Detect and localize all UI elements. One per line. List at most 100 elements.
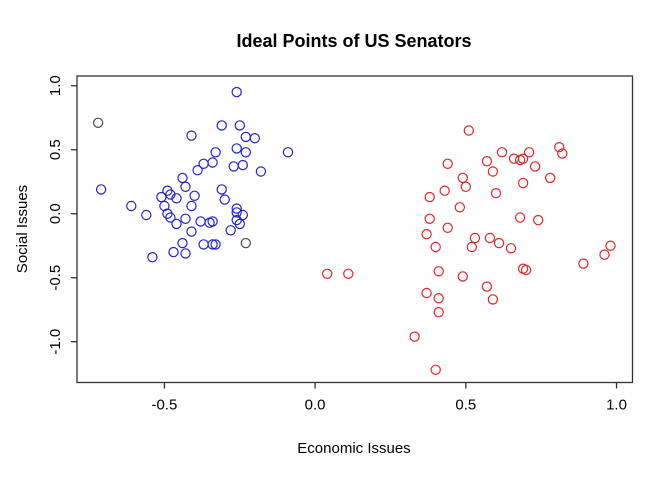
data-point-red	[424, 191, 435, 203]
data-point-red	[454, 202, 465, 213]
data-point-blue	[231, 86, 242, 98]
y-tick-label: -0.5	[47, 265, 64, 291]
data-point-gray	[92, 117, 104, 129]
data-point-blue	[255, 166, 267, 177]
y-tick-label: 0.5	[47, 139, 64, 160]
data-point-red	[433, 307, 444, 318]
plot-area: -0.5 0.0 0.5 1.0 -1.0 -0.5 0.0 0.5 1.0	[47, 75, 634, 414]
data-point-red	[469, 232, 481, 244]
data-point-blue	[165, 212, 176, 223]
data-point-blue	[177, 172, 188, 184]
data-point-red	[442, 222, 453, 233]
data-point-red	[505, 243, 517, 254]
data-point-red	[514, 212, 526, 223]
data-point-red	[523, 147, 535, 158]
data-point-blue	[231, 143, 242, 154]
data-point-red	[430, 364, 441, 375]
data-point-red	[520, 264, 532, 276]
data-point-blue	[234, 218, 245, 230]
data-point-red	[496, 147, 508, 158]
data-point-red	[481, 281, 493, 292]
data-point-blue	[207, 157, 218, 168]
data-point-blue	[216, 184, 227, 195]
y-tick-label: 1.0	[47, 75, 64, 96]
data-point-blue	[249, 132, 260, 144]
data-point-red	[421, 228, 432, 240]
data-point-blue	[216, 120, 227, 131]
data-point-red	[490, 187, 502, 199]
data-point-blue	[180, 248, 191, 259]
data-point-red	[457, 172, 468, 184]
data-point-red	[322, 268, 333, 279]
data-point-blue	[189, 190, 200, 201]
data-point-blue	[180, 181, 191, 192]
x-tick-label: -0.5	[151, 397, 177, 414]
data-point-red	[508, 153, 520, 164]
data-point-blue	[198, 239, 209, 250]
data-point-blue	[171, 193, 182, 204]
data-point-blue	[231, 214, 242, 226]
data-point-blue	[231, 203, 242, 214]
chart-title: Ideal Points of US Senators	[236, 31, 471, 51]
data-point-blue	[168, 246, 179, 258]
data-point-blue	[237, 159, 248, 171]
data-point-red	[493, 237, 505, 249]
y-tick-label: -1.0	[47, 329, 64, 355]
data-point-blue	[95, 184, 107, 195]
data-point-red	[578, 258, 589, 269]
data-point-blue	[234, 120, 245, 131]
data-point-blue	[195, 216, 206, 227]
data-point-red	[457, 271, 468, 282]
data-point-blue	[219, 194, 230, 205]
data-point-blue	[282, 147, 294, 158]
data-point-red	[554, 141, 565, 153]
data-point-red	[545, 172, 556, 184]
x-tick-label: 0.5	[455, 397, 476, 414]
data-point-red	[424, 213, 435, 224]
data-point-blue	[210, 239, 221, 250]
data-point-red	[517, 153, 529, 164]
data-point-blue	[147, 252, 158, 263]
data-point-blue	[141, 209, 152, 221]
data-point-blue	[177, 237, 188, 249]
data-point-red	[430, 241, 441, 253]
data-point-red	[421, 287, 432, 299]
data-point-blue	[225, 225, 236, 236]
data-point-gray	[240, 237, 251, 249]
plot-box	[76, 75, 634, 384]
data-point-red	[487, 294, 499, 305]
data-point-red	[463, 125, 474, 136]
data-point-blue	[210, 147, 221, 158]
data-point-red	[557, 148, 568, 159]
data-point-red	[466, 241, 477, 253]
data-point-red	[433, 266, 444, 277]
data-point-red	[439, 185, 450, 196]
data-point-blue	[186, 226, 197, 237]
x-tick-label: 0.0	[305, 397, 326, 414]
data-point-blue	[231, 207, 242, 218]
data-point-blue	[207, 239, 218, 250]
x-axis-label: Economic Issues	[297, 440, 410, 457]
data-point-red	[484, 232, 496, 244]
data-point-blue	[237, 209, 248, 221]
data-point-red	[487, 166, 499, 177]
data-point-red	[529, 161, 541, 172]
data-point-red	[460, 181, 471, 192]
data-point-blue	[192, 164, 203, 176]
data-point-blue	[240, 131, 251, 143]
data-point-red	[605, 240, 616, 251]
data-point-blue	[228, 161, 239, 172]
data-point-blue	[186, 200, 197, 212]
data-point-red	[442, 158, 453, 169]
data-point-blue	[186, 130, 197, 141]
data-point-red	[533, 214, 544, 226]
data-point-blue	[207, 216, 218, 227]
data-point-blue	[156, 191, 167, 203]
data-point-red	[481, 155, 493, 167]
y-axis-label: Social Issues	[14, 185, 31, 273]
data-point-blue	[180, 213, 191, 224]
data-point-blue	[240, 147, 251, 158]
data-point-blue	[171, 218, 182, 230]
